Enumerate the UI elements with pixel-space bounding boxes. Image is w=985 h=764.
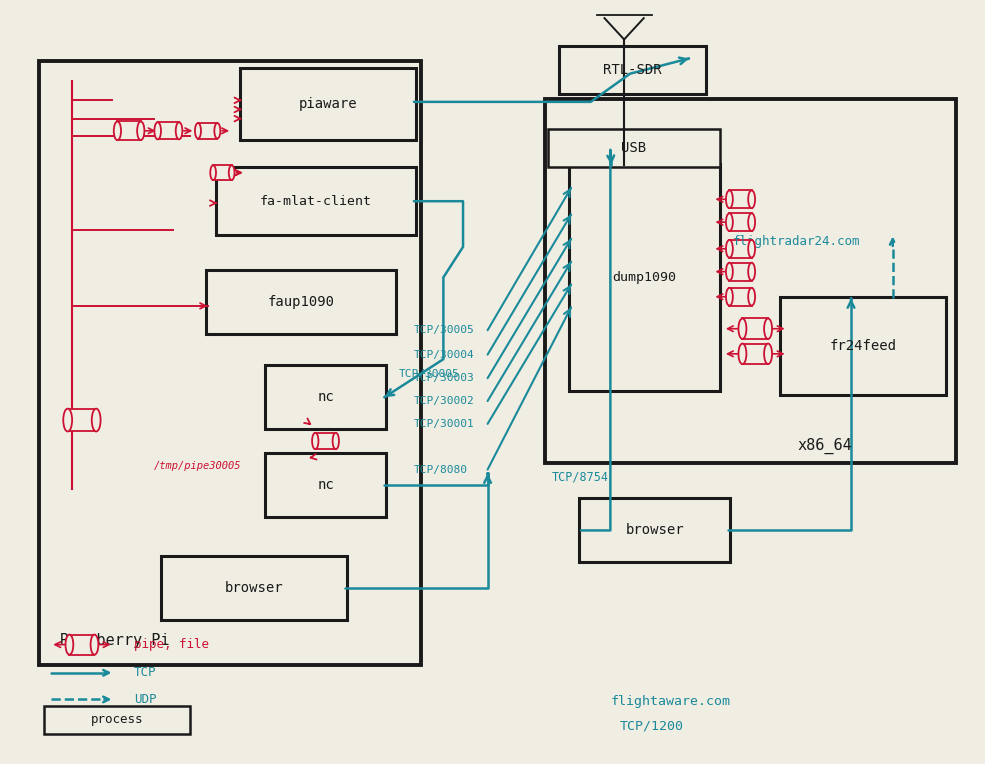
FancyBboxPatch shape [117,121,141,140]
Ellipse shape [215,123,221,138]
Ellipse shape [764,319,772,339]
Ellipse shape [726,288,733,306]
Ellipse shape [726,190,733,209]
FancyBboxPatch shape [43,706,190,733]
Ellipse shape [137,121,145,140]
FancyBboxPatch shape [569,163,720,391]
FancyBboxPatch shape [162,555,347,620]
Text: pipe, file: pipe, file [134,638,209,651]
Text: TCP/8080: TCP/8080 [414,465,468,474]
Ellipse shape [175,122,182,139]
Ellipse shape [749,288,755,306]
FancyBboxPatch shape [216,167,416,235]
FancyBboxPatch shape [730,213,752,231]
Text: Raspberry Pi: Raspberry Pi [60,633,169,649]
Text: dump1090: dump1090 [613,270,677,284]
Text: TCP: TCP [134,666,157,679]
Ellipse shape [114,121,121,140]
Ellipse shape [312,432,318,449]
FancyBboxPatch shape [730,263,752,280]
Text: browser: browser [225,581,284,594]
FancyBboxPatch shape [559,46,705,94]
FancyBboxPatch shape [240,68,416,140]
FancyBboxPatch shape [730,288,752,306]
FancyBboxPatch shape [265,453,386,516]
Ellipse shape [92,409,100,432]
FancyBboxPatch shape [545,99,956,464]
Ellipse shape [749,240,755,257]
Text: TCP/30005: TCP/30005 [414,325,475,335]
Text: TCP/1200: TCP/1200 [621,720,685,733]
Ellipse shape [726,263,733,280]
Text: flightaware.com: flightaware.com [611,695,730,708]
Text: RTL-SDR: RTL-SDR [603,63,662,77]
Text: TCP/30003: TCP/30003 [414,373,475,384]
Text: faup1090: faup1090 [268,295,335,309]
Text: flightradar24.com: flightradar24.com [733,235,861,248]
FancyBboxPatch shape [780,296,947,395]
Ellipse shape [210,165,216,180]
Text: process: process [91,714,144,727]
FancyBboxPatch shape [265,365,386,429]
Ellipse shape [195,123,201,138]
Ellipse shape [739,344,747,364]
Text: TCP/30002: TCP/30002 [414,396,475,406]
Text: nc: nc [317,390,334,404]
FancyBboxPatch shape [315,432,336,449]
Text: nc: nc [317,478,334,492]
Text: x86_64: x86_64 [797,438,852,455]
FancyBboxPatch shape [213,165,231,180]
Text: TCP/8754: TCP/8754 [552,471,609,484]
Ellipse shape [63,409,72,432]
Text: TCP/30004: TCP/30004 [414,350,475,360]
FancyBboxPatch shape [158,122,179,139]
Ellipse shape [739,319,747,339]
FancyBboxPatch shape [68,409,97,432]
FancyBboxPatch shape [730,190,752,209]
FancyBboxPatch shape [548,129,720,167]
FancyBboxPatch shape [743,319,768,339]
FancyBboxPatch shape [198,123,218,138]
Text: TCP/30005: TCP/30005 [399,369,460,380]
FancyBboxPatch shape [730,240,752,257]
Ellipse shape [155,122,161,139]
Ellipse shape [749,190,755,209]
Text: fa-mlat-client: fa-mlat-client [260,195,371,208]
FancyBboxPatch shape [69,635,95,655]
Ellipse shape [764,344,772,364]
Ellipse shape [91,635,99,655]
FancyBboxPatch shape [743,344,768,364]
Text: USB: USB [622,141,646,155]
Ellipse shape [726,213,733,231]
Ellipse shape [66,635,73,655]
Text: browser: browser [625,523,684,537]
Text: TCP/30001: TCP/30001 [414,419,475,429]
FancyBboxPatch shape [579,498,730,562]
Text: /tmp/pipe30005: /tmp/pipe30005 [154,461,241,471]
Ellipse shape [749,263,755,280]
FancyBboxPatch shape [206,270,396,334]
Text: UDP: UDP [134,693,157,706]
FancyBboxPatch shape [38,61,421,665]
Ellipse shape [726,240,733,257]
Ellipse shape [229,165,234,180]
Text: fr24feed: fr24feed [829,339,896,353]
Ellipse shape [333,432,339,449]
Text: piaware: piaware [298,97,358,111]
Ellipse shape [749,213,755,231]
